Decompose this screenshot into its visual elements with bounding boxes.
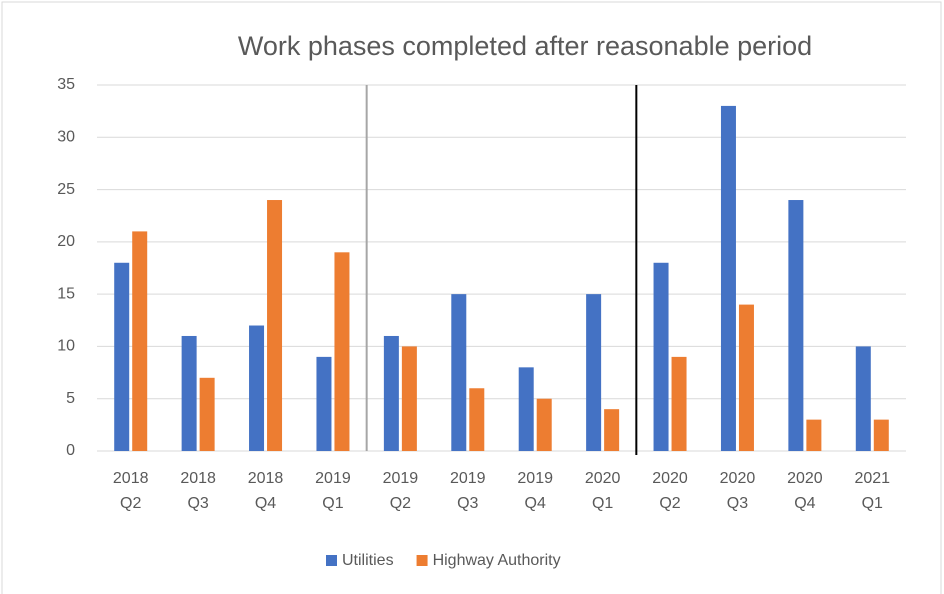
- y-tick-label: 0: [66, 442, 75, 459]
- x-tick-label: 2018 Q3: [180, 470, 216, 512]
- x-tick-label: 2018 Q2: [112, 470, 149, 512]
- bar: [604, 409, 620, 451]
- bar: [788, 200, 804, 451]
- legend-swatch: [416, 555, 428, 566]
- x-tick-label: 2018 Q4: [247, 470, 284, 512]
- y-tick-label: 5: [66, 390, 75, 407]
- x-tick-label: 2020 Q2: [652, 470, 688, 512]
- bar: [738, 304, 754, 451]
- bar: [873, 419, 889, 451]
- bar: [855, 346, 871, 451]
- x-tick-label: 2019 Q3: [449, 470, 486, 512]
- bar: [653, 262, 669, 451]
- bar: [720, 105, 736, 452]
- bar: [383, 335, 399, 451]
- y-tick-label: 30: [57, 129, 75, 146]
- y-tick-label: 25: [57, 181, 75, 198]
- bar: [469, 388, 485, 451]
- legend-label: Utilities: [342, 552, 394, 569]
- legend-label: Highway Authority: [433, 552, 561, 569]
- x-tick-label: 2020 Q3: [719, 470, 756, 512]
- bar: [199, 377, 215, 451]
- bar: [249, 325, 265, 451]
- bar: [586, 294, 602, 451]
- y-tick-label: 15: [57, 285, 75, 302]
- x-tick-label: 2019 Q4: [517, 470, 553, 512]
- y-tick-label: 10: [57, 338, 75, 355]
- bar: [181, 335, 197, 451]
- x-tick-label: 2021 Q1: [854, 470, 891, 512]
- bar: [334, 252, 350, 451]
- bar: [401, 346, 417, 451]
- x-tick-label: 2020 Q4: [787, 470, 823, 512]
- bar: [114, 262, 130, 451]
- bar: [451, 294, 467, 451]
- bar: [671, 356, 687, 451]
- legend-swatch: [326, 555, 337, 566]
- bar: [806, 419, 822, 451]
- bar: [267, 200, 283, 451]
- bar: [518, 367, 534, 451]
- y-tick-label: 20: [57, 233, 75, 250]
- chart-title: Work phases completed after reasonable p…: [238, 31, 812, 61]
- y-tick-label: 35: [57, 76, 75, 93]
- x-tick-label: 2019 Q1: [315, 470, 351, 512]
- x-tick-label: 2020 Q1: [584, 470, 621, 512]
- x-tick-label: 2019 Q2: [382, 470, 419, 512]
- bar: [536, 398, 552, 451]
- bar: [316, 356, 332, 451]
- bar: [132, 231, 148, 451]
